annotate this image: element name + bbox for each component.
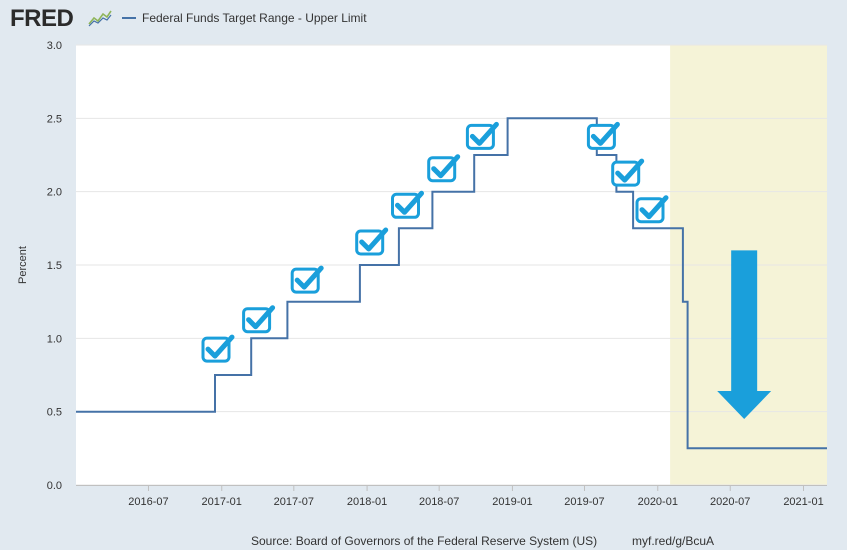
legend-swatch [122, 17, 136, 19]
checkmark-box [465, 123, 495, 150]
down-arrow-icon [717, 250, 772, 419]
x-tick-label: 2020-07 [710, 496, 750, 508]
checkmark-icon [201, 334, 235, 363]
x-tick-label: 2016-07 [128, 496, 168, 508]
checkmark-tick [395, 190, 424, 215]
x-tick-label: 2021-01 [783, 496, 823, 508]
checkmark-icon [427, 154, 461, 183]
x-tick-label: 2020-01 [638, 496, 678, 508]
checkmark-icon [611, 158, 645, 187]
checkmark-tick [205, 334, 235, 359]
checkmark-icon [465, 121, 499, 150]
checkmark-box [635, 197, 665, 224]
x-tick-label: 2019-07 [564, 496, 604, 508]
chart-header: FRED Federal Funds Target Range - Upper … [0, 0, 847, 40]
checkmark-icon [355, 227, 389, 256]
checkmark-tick [246, 305, 276, 330]
checkmark-box [586, 123, 616, 150]
y-tick-label: 3.0 [47, 40, 62, 52]
x-tick-label: 2018-01 [347, 496, 387, 508]
short-url-link[interactable]: myf.red/g/BcuA [632, 534, 715, 548]
checkmark-tick [590, 121, 620, 146]
source-note: Source: Board of Governors of the Federa… [251, 534, 598, 548]
y-tick-label: 0.5 [47, 407, 62, 419]
x-tick-label: 2018-07 [419, 496, 459, 508]
chart-legend: Federal Funds Target Range - Upper Limit [122, 8, 367, 28]
checkmark-box [290, 267, 320, 294]
checkmark-box [201, 336, 231, 363]
checkmark-tick [294, 265, 324, 290]
chart-footer: Source: Board of Governors of the Federa… [0, 532, 847, 550]
y-tick-label: 1.0 [47, 333, 62, 345]
legend-label: Federal Funds Target Range - Upper Limit [142, 11, 367, 25]
x-tick-label: 2019-01 [492, 496, 532, 508]
y-axis-title: Percent [17, 246, 29, 284]
checkmark-box [391, 192, 420, 219]
checkmark-box [355, 229, 385, 256]
y-tick-label: 0.0 [47, 480, 62, 492]
checkmark-tick [359, 227, 389, 252]
checkmark-icon [242, 305, 276, 334]
fred-logo[interactable]: FRED [10, 5, 74, 32]
y-tick-label: 1.5 [47, 260, 62, 272]
checkmark-tick [639, 195, 669, 220]
line-graph-icon [88, 9, 112, 27]
checkmark-icon [290, 265, 324, 294]
y-tick-label: 2.5 [47, 113, 62, 125]
series-line [76, 117, 827, 450]
checkmark-tick [431, 154, 461, 179]
checkmark-icon [635, 195, 669, 224]
checkmark-tick [615, 158, 645, 183]
checkmark-icon [391, 190, 424, 219]
checkmark-box [242, 307, 272, 334]
checkmark-icon [586, 121, 620, 150]
x-tick-label: 2017-01 [202, 496, 242, 508]
y-tick-label: 2.0 [47, 187, 62, 199]
checkmark-tick [469, 121, 499, 146]
x-tick-label: 2017-07 [274, 496, 314, 508]
checkmark-box [611, 160, 641, 187]
checkmark-box [427, 156, 457, 183]
